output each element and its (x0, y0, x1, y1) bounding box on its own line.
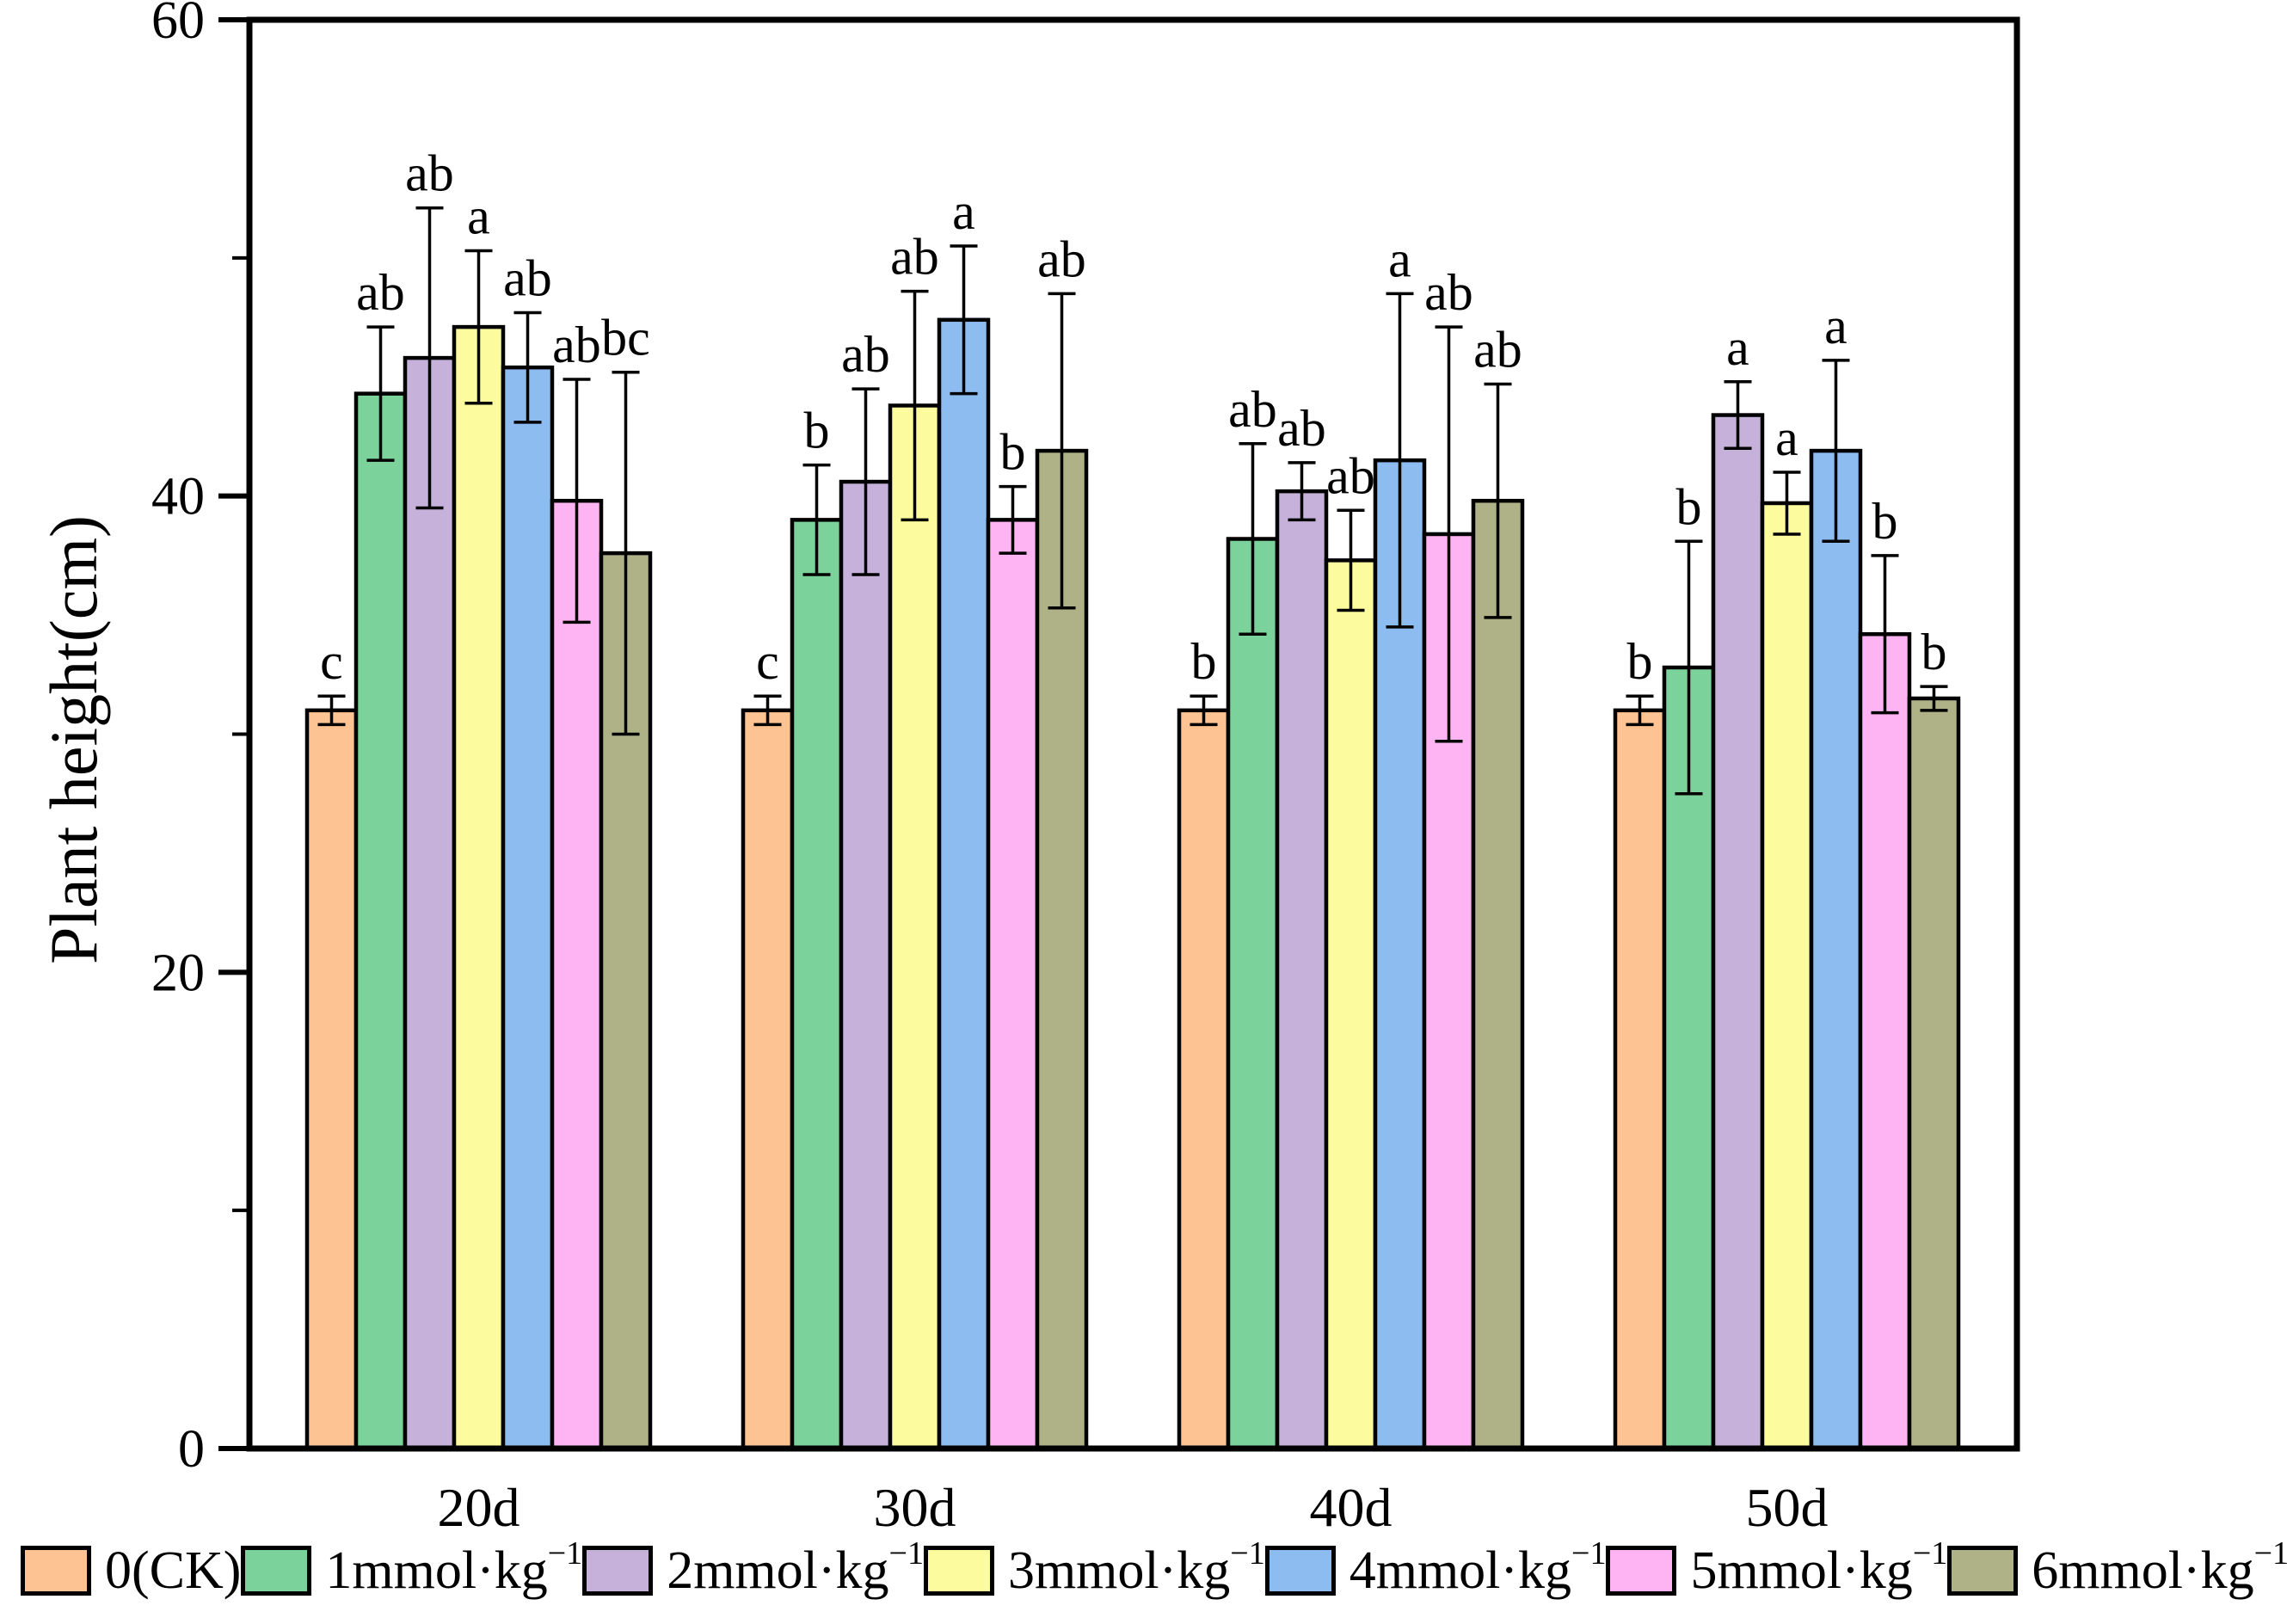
plot-frame (246, 16, 2020, 1452)
legend-item-s4: 4mmol·kg−1 (1264, 1535, 1607, 1600)
legend-item-s5: 5mmol·kg−1 (1606, 1535, 1948, 1600)
legend-item-s6: 6mmol·kg−1 (1947, 1537, 2287, 1597)
bar-20d-s2 (403, 355, 457, 1451)
y-tick-label: 60 (151, 0, 205, 50)
sig-letter: b (1000, 424, 1026, 481)
sig-letter: bc (601, 310, 650, 366)
legend-item-s2: 2mmol·kg−1 (582, 1535, 924, 1600)
legend-label: 3mmol·kg−1 (1007, 1535, 1265, 1600)
sig-letter: b (1191, 633, 1217, 690)
legend-label: 1mmol·kg−1 (325, 1535, 583, 1600)
sig-letter: ab (1326, 447, 1375, 504)
bar-50d-s4 (1809, 448, 1863, 1451)
sig-letter: ab (1424, 264, 1473, 321)
bar-30d-s1 (790, 518, 844, 1451)
sig-letter: ab (890, 229, 939, 286)
legend-label-superscript: −1 (888, 1535, 924, 1572)
bar-30d-s6 (1035, 448, 1089, 1451)
sig-letter: ab (503, 250, 552, 307)
sig-letter: ab (841, 326, 890, 383)
legend-swatch (1606, 1546, 1677, 1596)
sig-letter: b (1921, 624, 1947, 680)
bar-20d-s0 (304, 708, 359, 1451)
bar-30d-s2 (839, 479, 893, 1451)
legend-label: 0(CK) (105, 1541, 242, 1600)
legend-swatch (1947, 1546, 2019, 1596)
sig-letter: b (1676, 478, 1702, 535)
legend-label: 2mmol·kg−1 (667, 1535, 924, 1600)
legend-label-superscript: −1 (2253, 1535, 2287, 1572)
bar-20d-s4 (501, 365, 555, 1451)
legend-label: 6mmol·kg−1 (2032, 1537, 2287, 1597)
bar-40d-s2 (1275, 489, 1329, 1451)
x-category-label: 50d (1746, 1477, 1829, 1538)
legend-label-superscript: −1 (1571, 1535, 1607, 1572)
bar-20d-s3 (452, 324, 506, 1451)
legend-swatch (21, 1546, 91, 1596)
bar-40d-s1 (1226, 537, 1280, 1451)
bar-30d-s0 (741, 708, 795, 1451)
bar-30d-s3 (888, 403, 942, 1451)
bar-50d-s0 (1613, 708, 1667, 1451)
sig-letter: ab (552, 317, 601, 373)
sig-letter: ab (1473, 322, 1522, 378)
bar-50d-s1 (1662, 665, 1716, 1451)
legend-item-s3: 3mmol·kg−1 (923, 1535, 1265, 1600)
bar-40d-s6 (1471, 498, 1525, 1451)
legend-swatch (923, 1546, 994, 1596)
sig-letter: c (756, 633, 779, 690)
x-category-label: 20d (438, 1477, 520, 1538)
y-tick-label: 20 (151, 944, 205, 1002)
sig-letter: b (1872, 493, 1898, 550)
sig-letter: b (1627, 633, 1653, 690)
legend-label: 5mmol·kg−1 (1690, 1535, 1948, 1600)
legend-swatch (1264, 1546, 1336, 1596)
bar-30d-s5 (986, 518, 1040, 1451)
y-tick-label: 0 (178, 1420, 205, 1479)
sig-letter: ab (356, 264, 405, 321)
bar-30d-s4 (937, 317, 991, 1451)
y-tick-label: 40 (151, 468, 205, 526)
sig-letter: ab (405, 145, 454, 202)
bar-20d-s5 (550, 498, 604, 1451)
legend-swatch (582, 1546, 654, 1596)
bar-40d-s3 (1324, 558, 1378, 1451)
bar-50d-s2 (1711, 413, 1765, 1451)
sig-letter: ab (1228, 381, 1277, 438)
y-axis-title: Plant height(cm) (36, 515, 111, 964)
legend-item-s1: 1mmol·kg−1 (241, 1535, 583, 1600)
bar-40d-s0 (1177, 708, 1231, 1451)
legend-item-s0: 0(CK) (21, 1544, 241, 1597)
legend-label: 4mmol·kg−1 (1349, 1535, 1607, 1600)
x-category-label: 30d (874, 1477, 956, 1538)
sig-letter: a (952, 183, 975, 240)
legend-label-superscript: −1 (1912, 1535, 1948, 1572)
sig-letter: c (320, 633, 343, 690)
bar-50d-s6 (1907, 696, 1961, 1451)
legend-label-superscript: −1 (1230, 1535, 1265, 1572)
legend-label-superscript: −1 (547, 1535, 583, 1572)
sig-letter: a (467, 188, 490, 245)
sig-letter: a (1726, 319, 1749, 376)
sig-letter: a (1824, 298, 1847, 354)
sig-letter: ab (1277, 400, 1326, 457)
bar-20d-s1 (354, 391, 408, 1451)
sig-letter: a (1388, 231, 1411, 287)
legend: 0(CK) 1mmol·kg−1 2mmol·kg−1 3mmol·kg−1 4mmol… (21, 1535, 2287, 1603)
sig-letter: a (1775, 409, 1798, 466)
sig-letter: ab (1037, 231, 1086, 287)
sig-letter: b (804, 403, 830, 459)
bar-50d-s3 (1760, 501, 1814, 1451)
x-category-label: 40d (1310, 1477, 1392, 1538)
legend-swatch (241, 1546, 312, 1596)
bar-50d-s5 (1858, 631, 1912, 1451)
